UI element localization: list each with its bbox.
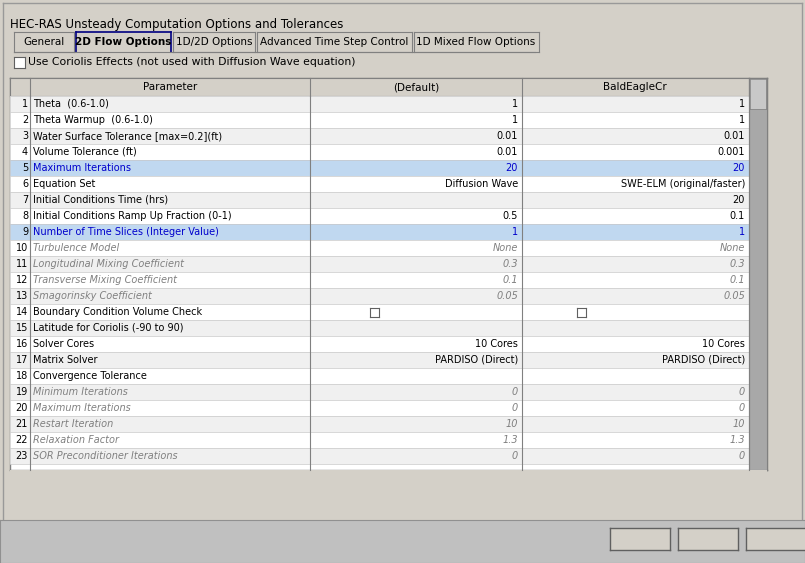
Text: (Default): (Default) bbox=[393, 82, 439, 92]
Text: 21: 21 bbox=[15, 419, 28, 429]
Text: Transverse Mixing Coefficient: Transverse Mixing Coefficient bbox=[33, 275, 177, 285]
Text: 0: 0 bbox=[512, 403, 518, 413]
Text: 6: 6 bbox=[22, 179, 28, 189]
Text: 10 Cores: 10 Cores bbox=[475, 339, 518, 349]
Text: Boundary Condition Volume Check: Boundary Condition Volume Check bbox=[33, 307, 202, 317]
Text: Use Coriolis Effects (not used with Diffusion Wave equation): Use Coriolis Effects (not used with Diff… bbox=[28, 57, 356, 67]
Text: 16: 16 bbox=[16, 339, 28, 349]
Text: Equation Set: Equation Set bbox=[33, 179, 95, 189]
Text: Cancel: Cancel bbox=[690, 534, 726, 544]
Text: Longitudinal Mixing Coefficient: Longitudinal Mixing Coefficient bbox=[33, 259, 184, 269]
Text: 10: 10 bbox=[506, 419, 518, 429]
Text: 10: 10 bbox=[16, 243, 28, 253]
Text: Convergence Tolerance: Convergence Tolerance bbox=[33, 371, 147, 381]
Text: 23: 23 bbox=[15, 451, 28, 461]
Text: 1.3: 1.3 bbox=[729, 435, 745, 445]
Text: 0.01: 0.01 bbox=[497, 147, 518, 157]
Text: Initial Conditions Time (hrs): Initial Conditions Time (hrs) bbox=[33, 195, 168, 205]
Text: Smagorinsky Coefficient: Smagorinsky Coefficient bbox=[33, 291, 152, 301]
Text: PARDISO (Direct): PARDISO (Direct) bbox=[435, 355, 518, 365]
Text: Maximum Iterations: Maximum Iterations bbox=[33, 403, 130, 413]
Text: 20: 20 bbox=[733, 195, 745, 205]
Text: PARDISO (Direct): PARDISO (Direct) bbox=[662, 355, 745, 365]
Text: SOR Preconditioner Iterations: SOR Preconditioner Iterations bbox=[33, 451, 178, 461]
Text: 1: 1 bbox=[22, 99, 28, 109]
Text: 10: 10 bbox=[733, 419, 745, 429]
Text: 0.5: 0.5 bbox=[502, 211, 518, 221]
Text: 0.05: 0.05 bbox=[496, 291, 518, 301]
Text: 0.1: 0.1 bbox=[730, 211, 745, 221]
Text: Diffusion Wave: Diffusion Wave bbox=[444, 179, 518, 189]
Text: Solver Cores: Solver Cores bbox=[33, 339, 94, 349]
Text: 5: 5 bbox=[22, 163, 28, 173]
Text: 0.01: 0.01 bbox=[724, 131, 745, 141]
Text: SWE-ELM (original/faster): SWE-ELM (original/faster) bbox=[621, 179, 745, 189]
Text: 0.01: 0.01 bbox=[497, 131, 518, 141]
Text: BaldEagleCr: BaldEagleCr bbox=[603, 82, 667, 92]
Text: None: None bbox=[493, 243, 518, 253]
Text: 17: 17 bbox=[15, 355, 28, 365]
Text: 18: 18 bbox=[16, 371, 28, 381]
Text: 0.1: 0.1 bbox=[502, 275, 518, 285]
Text: OK: OK bbox=[633, 534, 647, 544]
Text: 0.3: 0.3 bbox=[502, 259, 518, 269]
Text: 11: 11 bbox=[16, 259, 28, 269]
Text: Number of Time Slices (Integer Value): Number of Time Slices (Integer Value) bbox=[33, 227, 219, 237]
Text: Turbulence Model: Turbulence Model bbox=[33, 243, 119, 253]
Text: Advanced Time Step Control: Advanced Time Step Control bbox=[260, 37, 408, 47]
Text: Water Surface Tolerance [max=0.2](ft): Water Surface Tolerance [max=0.2](ft) bbox=[33, 131, 222, 141]
Text: Relaxation Factor: Relaxation Factor bbox=[33, 435, 119, 445]
Text: 2D Flow Options: 2D Flow Options bbox=[75, 37, 171, 47]
Text: 1: 1 bbox=[512, 99, 518, 109]
Text: 0.001: 0.001 bbox=[717, 147, 745, 157]
Text: Defaults ...: Defaults ... bbox=[753, 534, 805, 544]
Text: None: None bbox=[720, 243, 745, 253]
Text: 1D/2D Options: 1D/2D Options bbox=[175, 37, 252, 47]
Text: 4: 4 bbox=[22, 147, 28, 157]
Text: 7: 7 bbox=[22, 195, 28, 205]
Text: 9: 9 bbox=[22, 227, 28, 237]
Text: 0: 0 bbox=[739, 403, 745, 413]
Text: 14: 14 bbox=[16, 307, 28, 317]
Text: 15: 15 bbox=[15, 323, 28, 333]
Text: 0.3: 0.3 bbox=[729, 259, 745, 269]
Text: General: General bbox=[23, 37, 64, 47]
Text: 0.1: 0.1 bbox=[729, 275, 745, 285]
Text: HEC-RAS Unsteady Computation Options and Tolerances: HEC-RAS Unsteady Computation Options and… bbox=[10, 18, 344, 31]
Text: 1D Mixed Flow Options: 1D Mixed Flow Options bbox=[416, 37, 535, 47]
Text: 0: 0 bbox=[512, 387, 518, 397]
Text: Theta  (0.6-1.0): Theta (0.6-1.0) bbox=[33, 99, 109, 109]
Text: Initial Conditions Ramp Up Fraction (0-1): Initial Conditions Ramp Up Fraction (0-1… bbox=[33, 211, 232, 221]
Text: 1: 1 bbox=[512, 227, 518, 237]
Text: 19: 19 bbox=[16, 387, 28, 397]
Text: 1: 1 bbox=[512, 115, 518, 125]
Text: 1: 1 bbox=[739, 115, 745, 125]
Text: Parameter: Parameter bbox=[142, 82, 197, 92]
Text: Minimum Iterations: Minimum Iterations bbox=[33, 387, 128, 397]
Text: Theta Warmup  (0.6-1.0): Theta Warmup (0.6-1.0) bbox=[33, 115, 153, 125]
Text: 1.3: 1.3 bbox=[502, 435, 518, 445]
Text: 10 Cores: 10 Cores bbox=[702, 339, 745, 349]
Text: 0: 0 bbox=[739, 387, 745, 397]
Text: 0.05: 0.05 bbox=[723, 291, 745, 301]
Text: 8: 8 bbox=[22, 211, 28, 221]
Text: Matrix Solver: Matrix Solver bbox=[33, 355, 97, 365]
Text: 20: 20 bbox=[15, 403, 28, 413]
Text: 0: 0 bbox=[512, 451, 518, 461]
Text: 22: 22 bbox=[15, 435, 28, 445]
Text: 20: 20 bbox=[506, 163, 518, 173]
Text: Latitude for Coriolis (-90 to 90): Latitude for Coriolis (-90 to 90) bbox=[33, 323, 184, 333]
Text: 3: 3 bbox=[22, 131, 28, 141]
Text: 20: 20 bbox=[733, 163, 745, 173]
Text: 1: 1 bbox=[739, 99, 745, 109]
Text: 0: 0 bbox=[739, 451, 745, 461]
Text: 2: 2 bbox=[22, 115, 28, 125]
Text: Restart Iteration: Restart Iteration bbox=[33, 419, 114, 429]
Text: 1: 1 bbox=[739, 227, 745, 237]
Text: Volume Tolerance (ft): Volume Tolerance (ft) bbox=[33, 147, 137, 157]
Text: 13: 13 bbox=[16, 291, 28, 301]
Text: 12: 12 bbox=[15, 275, 28, 285]
Text: Maximum Iterations: Maximum Iterations bbox=[33, 163, 131, 173]
